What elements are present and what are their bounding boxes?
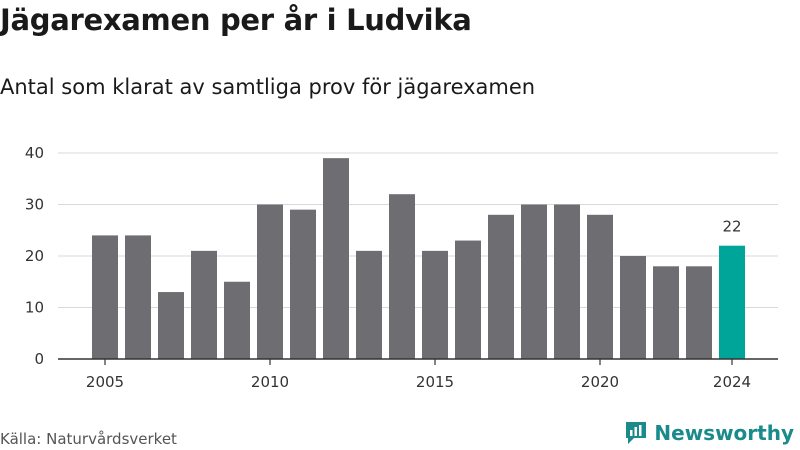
x-tick-label: 2010 bbox=[251, 373, 289, 391]
bar bbox=[356, 250, 382, 359]
bar bbox=[620, 256, 646, 359]
y-tick-label: 0 bbox=[34, 350, 44, 368]
x-tick-label: 2020 bbox=[581, 373, 619, 391]
y-tick-label: 30 bbox=[25, 196, 44, 214]
bar bbox=[488, 214, 514, 359]
bar bbox=[521, 204, 547, 359]
bar bbox=[719, 245, 745, 359]
x-tick-label: 2015 bbox=[416, 373, 454, 391]
y-tick-label: 10 bbox=[25, 299, 44, 317]
newsworthy-logo-icon bbox=[624, 420, 648, 446]
x-tick-label: 2024 bbox=[713, 373, 751, 391]
bar bbox=[92, 235, 118, 359]
brand-name: Newsworthy bbox=[654, 421, 794, 445]
x-tick-label: 2005 bbox=[86, 373, 124, 391]
bar bbox=[224, 281, 250, 359]
bar bbox=[455, 240, 481, 359]
bar bbox=[389, 194, 415, 359]
bar bbox=[257, 204, 283, 359]
bar bbox=[554, 204, 580, 359]
bar bbox=[323, 158, 349, 359]
bar bbox=[653, 266, 679, 359]
bar bbox=[686, 266, 712, 359]
bar bbox=[422, 250, 448, 359]
bar bbox=[125, 235, 151, 359]
brand: Newsworthy bbox=[624, 420, 794, 446]
source-note: Källa: Naturvårdsverket bbox=[0, 430, 177, 448]
y-tick-label: 40 bbox=[25, 144, 44, 162]
data-label: 22 bbox=[722, 218, 741, 236]
chart-title: Jägarexamen per år i Ludvika bbox=[0, 3, 472, 37]
bar bbox=[191, 250, 217, 359]
bar bbox=[158, 292, 184, 359]
bar bbox=[587, 214, 613, 359]
y-tick-label: 20 bbox=[25, 247, 44, 265]
bar bbox=[290, 209, 316, 359]
chart-subtitle: Antal som klarat av samtliga prov för jä… bbox=[0, 75, 536, 99]
